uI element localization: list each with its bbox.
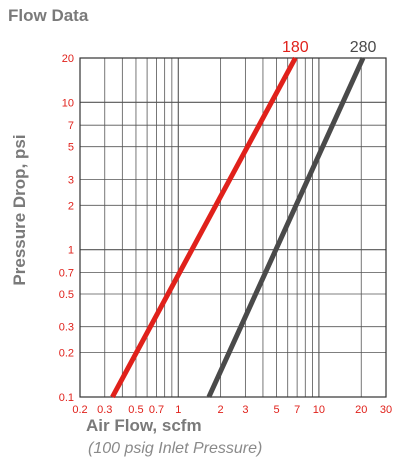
y-tick-label: 0.1 [59,392,74,404]
x-tick-label: 0.7 [149,404,164,416]
chart-title: Flow Data [8,6,89,25]
y-tick-label: 20 [62,53,74,65]
series-line-280 [206,56,366,399]
x-tick-label: 7 [294,404,300,416]
x-tick-label: 3 [242,404,248,416]
x-tick-label: 20 [355,404,367,416]
series-line-180 [110,56,298,399]
x-tick-label: 0.5 [128,404,143,416]
y-tick-label: 1 [68,245,74,257]
y-tick-label: 0.5 [59,289,74,301]
y-tick-label: 5 [68,142,74,154]
x-tick-label: 0.3 [97,404,112,416]
y-tick-label: 0.7 [59,267,74,279]
y-tick-label: 3 [68,174,74,186]
x-tick-label: 5 [274,404,280,416]
y-tick-label: 0.2 [59,348,74,360]
x-tick-label: 1 [175,404,181,416]
y-tick-label: 7 [68,120,74,132]
y-tick-label: 2 [68,200,74,212]
x-axis-label: Air Flow, scfm [86,416,202,435]
chart-subtitle: (100 psig Inlet Pressure) [88,440,263,457]
series-lines [110,56,366,399]
x-tick-label: 10 [313,404,325,416]
x-tick-label: 2 [218,404,224,416]
series-labels: 180 280 [282,39,376,56]
y-tick-label: 0.3 [59,322,74,334]
tick-labels: 0.2 0.3 0.5 0.7 1 2 3 5 7 10 20 300.10.20.30.50.712… [59,53,392,416]
series-label-280: 280 [350,39,377,56]
y-tick-label: 10 [62,97,74,109]
grid [79,57,387,398]
series-label-180: 180 [282,39,309,56]
x-tick-label: 30 [380,404,392,416]
x-tick-label: 0.2 [72,404,87,416]
plot-border [79,57,387,398]
